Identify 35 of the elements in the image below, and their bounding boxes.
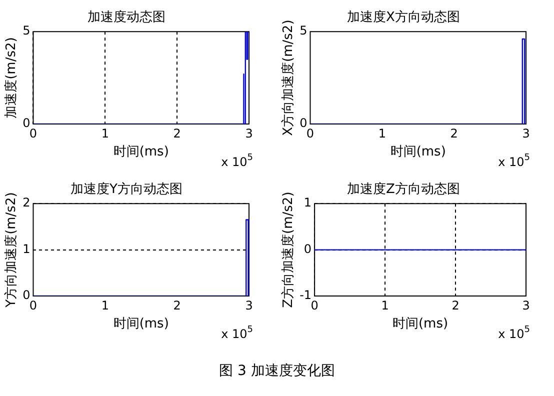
y-tick-label: 5 (300, 24, 308, 38)
x-tick-label: 1 (381, 298, 389, 312)
y-tick-label: 1 (304, 196, 312, 210)
y-tick-label: 2 (22, 196, 30, 210)
y-tick-label: 0 (22, 116, 30, 130)
x-tick-label: 1 (378, 126, 386, 140)
y-tick-label: 0 (304, 242, 312, 256)
x-tick-label: 3 (245, 298, 253, 312)
y-axis-title: X方向加速度(m/s2) (280, 20, 296, 136)
y-tick-label: -1 (300, 288, 312, 302)
y-axis-title: 加速度(m/s2) (3, 37, 20, 118)
chart-title: 加速度Z方向动态图 (347, 181, 460, 198)
y-axis-title: Z方向加速度(m/s2) (280, 192, 296, 308)
x-axis-title: 时间(ms) (113, 316, 169, 332)
x-tick-label: 3 (522, 126, 530, 140)
x-tick-label: 2 (173, 126, 181, 140)
x-tick-label: 2 (450, 126, 458, 140)
y-tick-label: 1 (22, 242, 30, 256)
x-axis-title: 时间(ms) (113, 144, 169, 160)
x-tick-label: 1 (101, 126, 109, 140)
chart-title: 加速度动态图 (88, 9, 166, 26)
y-axis-title: Y方向加速度(m/s2) (3, 192, 20, 308)
y-tick-label: 5 (22, 24, 30, 38)
chart-title: 加速度Y方向动态图 (70, 181, 182, 198)
x-axis-title: 时间(ms) (390, 144, 446, 160)
x-tick-label: 2 (173, 298, 181, 312)
x-axis-title: 时间(ms) (392, 316, 448, 332)
x-tick-label: 3 (522, 298, 530, 312)
text: 图 3 加速度变化图 (218, 362, 336, 380)
y-tick-label: 0 (22, 288, 30, 302)
y-tick-label: 0 (300, 116, 308, 130)
x-tick-label: 1 (101, 298, 109, 312)
chart-title: 加速度X方向动态图 (347, 9, 460, 26)
x-tick-label: 3 (245, 126, 253, 140)
x-tick-label: 2 (452, 298, 460, 312)
